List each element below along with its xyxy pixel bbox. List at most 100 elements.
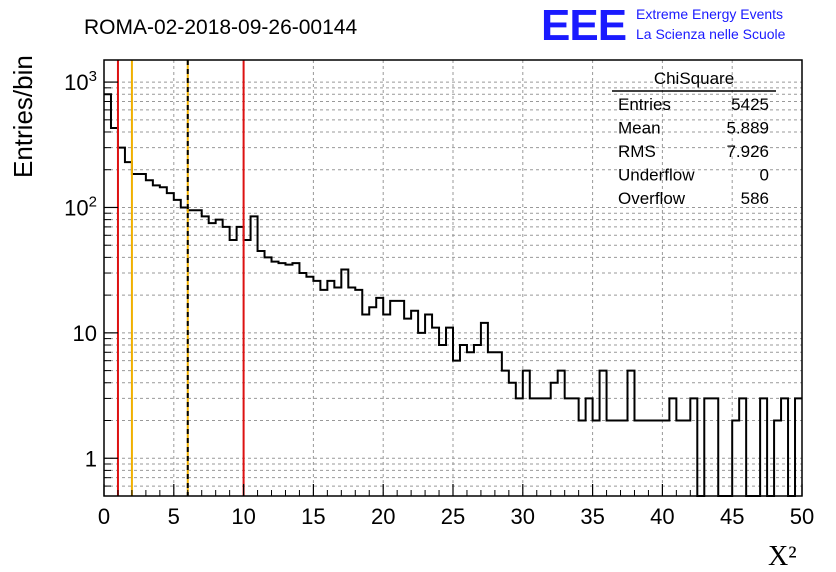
x-tick-label: 15 [301,504,325,529]
histogram-bin [530,398,537,496]
histogram-bin [628,371,635,496]
histogram-bin [572,398,579,496]
y-axis-label: Entries/bin [8,55,38,178]
histogram-bin [272,262,279,496]
histogram-bin [607,421,614,496]
histogram-bin [348,288,355,496]
x-axis-label: X² [768,541,797,572]
histogram-bin [327,281,334,496]
histogram-bin [195,210,202,496]
histogram-outline [104,93,802,497]
histogram-bin [467,352,474,496]
histogram-bin [355,290,362,496]
histogram-bin [781,398,788,496]
x-tick-label: 45 [720,504,744,529]
x-tick-label: 5 [168,504,180,529]
histogram-bin [509,383,516,496]
eee-logo: EEE Extreme Energy Events La Scienza nel… [541,1,786,50]
stats-box: ChiSquare Entries 5425 Mean 5.889 RMS 7.926 Un… [612,69,776,208]
x-tick-label: 10 [231,504,255,529]
histogram-bin [739,398,746,496]
x-tick-label: 50 [790,504,814,529]
histogram-bin [118,148,125,496]
cut-lines [116,60,245,496]
histogram-bin [320,290,327,496]
histogram-bin [111,128,118,496]
histogram-bin [690,398,697,496]
histogram-bin [579,421,586,496]
histogram-bin [139,174,146,496]
histogram-bin [460,345,467,496]
histogram-bin [251,216,258,496]
histogram-bin [216,220,223,496]
histogram-bin [648,421,655,496]
histogram-bin [439,345,446,496]
stats-value: 0 [760,166,769,185]
histogram-bin [704,398,711,496]
histogram-bin [453,361,460,496]
histogram-bin [418,333,425,496]
histogram-bin [516,398,523,496]
x-tick-label: 0 [98,504,110,529]
x-tick-label: 30 [511,504,535,529]
y-tick-label: 10 [73,321,97,346]
histogram-bin [732,421,739,496]
histogram-bin [285,265,292,496]
histogram-bin [237,227,244,496]
histogram-bin [376,298,383,496]
stats-value: 5.889 [726,119,769,138]
stats-title: ChiSquare [654,69,734,88]
histogram-bin [223,227,230,496]
histogram-bin [160,187,167,496]
histogram-bin [676,421,683,496]
stats-value: 5425 [731,95,769,114]
histogram-bin [265,257,272,496]
stats-label: Mean [618,119,661,138]
chart-title: ROMA-02-2018-09-26-00144 [84,16,357,39]
histogram-bin [313,281,320,496]
x-tick-label: 40 [650,504,674,529]
histogram-bin [306,277,313,496]
histogram-bin [655,421,662,496]
histogram-bin [411,311,418,496]
histogram-bin [495,352,502,496]
histogram-bin [132,174,139,496]
histogram-bin [760,398,767,496]
histogram-bin [258,251,265,496]
histogram-bin [488,352,495,496]
histogram-bin [551,383,558,496]
y-tick-label: 102 [64,193,97,220]
stats-label: Entries [618,95,671,114]
histogram-bin [369,307,376,496]
y-tick-label: 1 [85,446,97,471]
histogram-bin [209,223,216,496]
histogram-bin [404,319,411,496]
histogram-bin [481,323,488,496]
stats-label: Underflow [618,166,695,185]
x-tick-label: 25 [441,504,465,529]
histogram-bin [683,421,690,496]
stats-value: 7.926 [726,142,769,161]
histogram-bin [125,162,132,496]
histogram-bin [188,210,195,496]
histogram-bin [146,180,153,496]
histogram-bin [614,421,621,496]
histogram-bin [586,398,593,496]
histogram-bin [383,315,390,496]
histogram-bin [774,421,781,496]
histogram-bin [600,371,607,496]
histogram-bin [446,328,453,496]
histogram-bin [334,288,341,496]
histogram-bin [279,263,286,496]
x-tick-label: 20 [371,504,395,529]
histogram-bin [390,301,397,496]
histogram-bin [432,328,439,496]
histogram-bin [593,421,600,496]
histogram-bin [558,371,565,496]
stats-value: 586 [741,189,769,208]
y-tick-label: 103 [64,68,97,95]
histogram-bin [537,398,544,496]
histogram-bin [292,263,299,496]
histogram-bin [544,398,551,496]
histogram-bin [641,421,648,496]
